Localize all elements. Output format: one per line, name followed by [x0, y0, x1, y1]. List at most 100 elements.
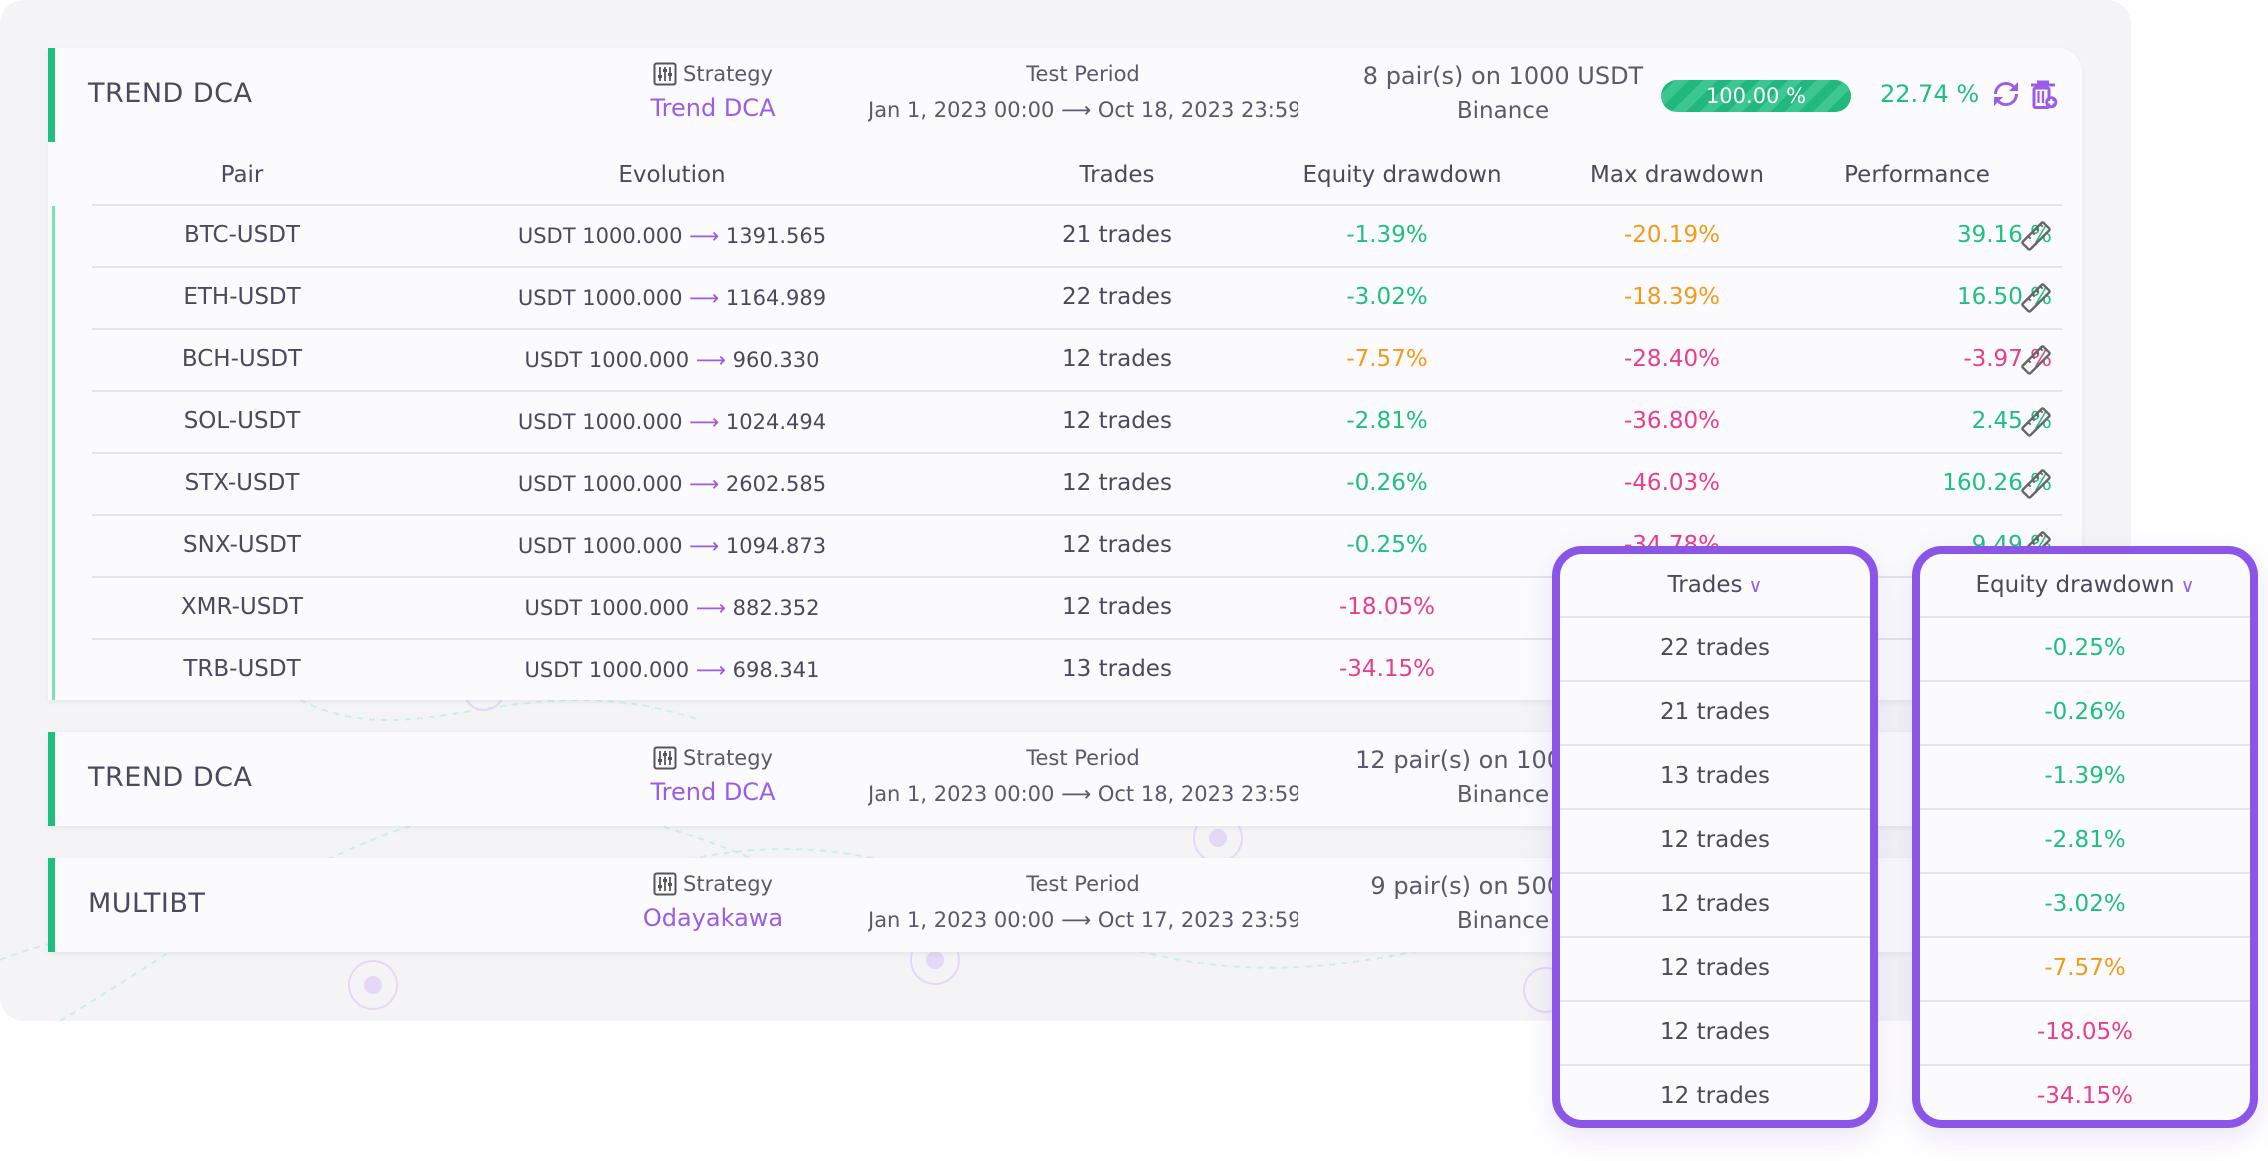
backtest-header[interactable]: TREND DCA Strategy Trend DCA Test Period… — [48, 732, 2082, 826]
strategy-link[interactable]: Trend DCA — [650, 94, 776, 122]
delete-icon[interactable] — [2025, 76, 2061, 112]
trades-count: 12 trades — [1062, 532, 1172, 558]
equity-sorted-cell: -7.57% — [1920, 936, 2250, 1000]
max-drawdown-value: -28.40% — [1624, 346, 1720, 372]
chevron-down-icon: ∨ — [2180, 575, 2195, 597]
exchange-name: Binance — [1456, 908, 1550, 934]
refresh-icon[interactable] — [1988, 76, 2024, 112]
strategy-block: Strategy Odayakawa — [603, 872, 823, 932]
arrow-right-icon: ⟶ — [695, 658, 726, 682]
ruler-icon[interactable] — [2020, 468, 2052, 506]
ruler-icon[interactable] — [2020, 220, 2052, 258]
pairs-block: 8 pair(s) on 1000 USDT Binance — [1298, 62, 1708, 124]
performance-value: 160.26 % — [1942, 470, 2052, 496]
evolution-value: USDT 1000.000 ⟶ 1094.873 — [517, 534, 827, 558]
trades-sorted-cell: 12 trades — [1560, 808, 1870, 872]
max-drawdown-value: -36.80% — [1624, 408, 1720, 434]
equity-drawdown-value: -7.57% — [1346, 346, 1428, 372]
card-accent-bar — [48, 48, 55, 142]
backtest-header[interactable]: TREND DCA Strategy Trend DCA Test Period… — [48, 48, 2082, 142]
equity-sorted-cell: -34.15% — [1920, 1064, 2250, 1120]
table-row: BTC-USDT USDT 1000.000 ⟶ 1391.565 21 trade… — [92, 204, 2062, 268]
equity-sorted-cell: -2.81% — [1920, 808, 2250, 872]
ruler-icon[interactable] — [2020, 282, 2052, 320]
ruler-icon[interactable] — [2020, 406, 2052, 444]
col-performance[interactable]: Performance — [1844, 162, 1990, 188]
trades-count: 13 trades — [1062, 656, 1172, 682]
test-period-value: Jan 1, 2023 00:00 ⟶ Oct 18, 2023 23:59 — [868, 98, 1298, 122]
trades-sorted-cell: 12 trades — [1560, 872, 1870, 936]
strategy-label: Strategy — [683, 872, 773, 896]
test-period-label: Test Period — [1026, 62, 1140, 86]
equity-drawdown-value: -1.39% — [1346, 222, 1428, 248]
evolution-value: USDT 1000.000 ⟶ 2602.585 — [517, 472, 827, 496]
pair-name: SOL-USDT — [183, 408, 301, 434]
pair-name: TRB-USDT — [183, 656, 301, 682]
performance-value: -3.97 % — [1963, 346, 2052, 372]
max-drawdown-value: -46.03% — [1624, 470, 1720, 496]
trades-count: 21 trades — [1062, 222, 1172, 248]
trades-count: 12 trades — [1062, 408, 1172, 434]
table-row: BCH-USDT USDT 1000.000 ⟶ 960.330 12 trades… — [92, 328, 2062, 392]
evolution-value: USDT 1000.000 ⟶ 1391.565 — [517, 224, 827, 248]
test-period-block: Test Period Jan 1, 2023 00:00 ⟶ Oct 18, … — [868, 746, 1298, 806]
max-drawdown-value: -18.39% — [1624, 284, 1720, 310]
performance-value: 16.50 % — [1956, 284, 2052, 310]
trades-sort-header[interactable]: Trades ∨ — [1667, 572, 1763, 598]
test-period-label: Test Period — [1026, 746, 1140, 770]
trades-sort-highlight: Trades ∨ 22 trades 21 trades 13 trades 12 tr… — [1552, 546, 1878, 1128]
equity-sorted-cell: -18.05% — [1920, 1000, 2250, 1064]
table-row: TRB-USDT USDT 1000.000 ⟶ 698.341 13 trades… — [92, 638, 2062, 702]
sliders-icon — [653, 872, 677, 896]
equity-sorted-cell: -1.39% — [1920, 744, 2250, 808]
pair-name: XMR-USDT — [180, 594, 304, 620]
strategy-link[interactable]: Trend DCA — [650, 778, 776, 806]
test-period-label: Test Period — [1026, 872, 1140, 896]
trades-sorted-cell: 22 trades — [1560, 616, 1870, 680]
pair-name: BCH-USDT — [181, 346, 303, 372]
evolution-value: USDT 1000.000 ⟶ 960.330 — [524, 348, 820, 372]
equity-sorted-cell: -0.26% — [1920, 680, 2250, 744]
strategy-label: Strategy — [683, 746, 773, 770]
col-max-drawdown[interactable]: Max drawdown — [1590, 162, 1764, 188]
backtest-card-expanded: TREND DCA Strategy Trend DCA Test Period… — [48, 48, 2082, 700]
table-left-indicator — [52, 206, 55, 700]
test-period-block: Test Period Jan 1, 2023 00:00 ⟶ Oct 18, … — [868, 62, 1298, 122]
equity-sort-header[interactable]: Equity drawdown ∨ — [1975, 572, 2195, 598]
performance-value: 2.45 % — [1971, 408, 2052, 434]
equity-drawdown-value: -0.26% — [1346, 470, 1428, 496]
strategy-link[interactable]: Odayakawa — [642, 904, 784, 932]
backtest-name: MULTIBT — [88, 888, 206, 919]
backtest-name: TREND DCA — [88, 762, 253, 793]
arrow-right-icon: ⟶ — [689, 286, 720, 310]
col-trades[interactable]: Trades — [1079, 162, 1155, 188]
evolution-value: USDT 1000.000 ⟶ 882.352 — [524, 596, 820, 620]
evolution-value: USDT 1000.000 ⟶ 1164.989 — [517, 286, 827, 310]
equity-drawdown-value: -3.02% — [1346, 284, 1428, 310]
col-equity-drawdown[interactable]: Equity drawdown — [1302, 162, 1502, 188]
col-evolution[interactable]: Evolution — [618, 162, 726, 188]
equity-sorted-cell: -3.02% — [1920, 872, 2250, 936]
backtest-name: TREND DCA — [88, 78, 253, 109]
trades-sorted-cell: 21 trades — [1560, 680, 1870, 744]
equity-sort-highlight: Equity drawdown ∨ -0.25% -0.26% -1.39% -2.81… — [1912, 546, 2258, 1128]
ruler-icon[interactable] — [2020, 344, 2052, 382]
card-accent-bar — [48, 732, 55, 826]
equity-drawdown-value: -0.25% — [1346, 532, 1428, 558]
equity-drawdown-value: -18.05% — [1339, 594, 1435, 620]
equity-drawdown-value: -34.15% — [1339, 656, 1435, 682]
table-row: SOL-USDT USDT 1000.000 ⟶ 1024.494 12 trade… — [92, 390, 2062, 454]
performance-value: 39.16 % — [1956, 222, 2052, 248]
evolution-value: USDT 1000.000 ⟶ 1024.494 — [517, 410, 827, 434]
test-period-block: Test Period Jan 1, 2023 00:00 ⟶ Oct 17, … — [868, 872, 1298, 932]
chevron-down-icon: ∨ — [1748, 575, 1763, 597]
backtest-header[interactable]: MULTIBT Strategy Odayakawa Test Period J… — [48, 858, 2082, 952]
trades-count: 12 trades — [1062, 594, 1172, 620]
progress-bar: 100.00 % — [1661, 80, 1851, 112]
col-pair[interactable]: Pair — [220, 162, 264, 188]
table-row: ETH-USDT USDT 1000.000 ⟶ 1164.989 22 trade… — [92, 266, 2062, 330]
trades-count: 12 trades — [1062, 470, 1172, 496]
strategy-block: Strategy Trend DCA — [603, 62, 823, 122]
trades-sorted-cell: 12 trades — [1560, 936, 1870, 1000]
arrow-right-icon: ⟶ — [695, 596, 726, 620]
